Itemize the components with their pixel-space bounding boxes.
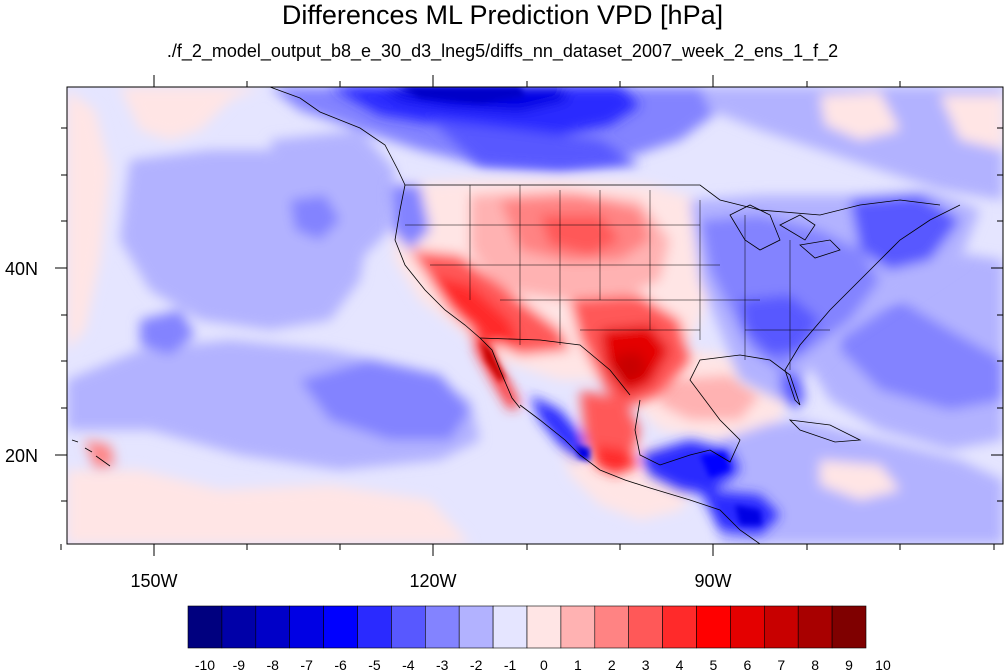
y-tick-label: 20N [5,446,38,466]
colorbar-label: 9 [845,657,853,672]
pacific-mid-blue [300,360,470,440]
east-us-strong [740,295,820,355]
colorbar-swatch [357,605,392,649]
colorbar-label: -8 [267,657,280,672]
x-tick-label: 120W [409,571,456,591]
gulf-coast-dark [575,445,590,462]
northeast-blue [850,195,960,270]
colorbar-label: -4 [402,657,415,672]
colorbar-swatch [323,605,358,649]
colorbar-swatch [831,605,867,649]
canada-blue-core [430,120,640,170]
colorbar-label: -10 [195,657,215,672]
colorbar-swatch [289,605,324,649]
southwest-deep [430,275,520,345]
colorbar-swatch [221,605,257,649]
colorbar-label: 4 [676,657,684,672]
coast-darkest-red [480,340,505,382]
pacific-blue-north [270,130,395,260]
colorbar-swatch [424,605,460,649]
hawaii-islands [71,439,111,467]
figure-subtitle: ./f_2_model_output_b8_e_30_d3_lneg5/diff… [166,41,839,61]
colorbar-label: -5 [368,657,381,672]
yucatan-dark [700,452,730,478]
colorbar-swatch [187,605,223,649]
pacific-spot-1 [290,195,340,240]
colorbar-swatch [730,605,765,649]
colorbar-swatch [662,605,697,649]
boundaries [71,87,961,544]
state-lines [405,185,830,370]
north-darkest [400,87,525,103]
pacific-spot-2 [140,310,195,355]
colorbar-label: 5 [710,657,718,672]
colorbar-swatch [526,605,562,649]
gulf-coastline [634,204,961,466]
colorbar-swatch [492,605,528,649]
colorbar-swatch [797,605,833,649]
axis-ticks [55,75,1003,556]
ocean-anomalies [67,87,1003,544]
colorbar: -10 -9 -8 -7 -6 -5 -4 -3 -2 -1 0 1 2 3 4 5 6 7 8 9 10 [187,605,891,672]
hawaii-pink [85,440,115,468]
colorbar-label: 8 [811,657,819,672]
colorbar-label: 0 [540,657,548,672]
colorbar-swatch [458,605,494,649]
mexico-deep [595,445,640,475]
colorbar-label: 2 [608,657,616,672]
colorbar-swatch [391,605,426,649]
central-dark [735,505,762,525]
colorbar-label: -7 [300,657,313,672]
colorbar-label: -6 [334,657,347,672]
pacific-pink-band [67,87,260,140]
colorbar-label: 10 [875,657,891,672]
texas-darkest [615,352,648,385]
colorbar-swatch [696,605,731,649]
colorbar-swatch [628,605,663,649]
x-tick-labels: 150W 120W 90W [130,571,731,591]
north-pink-patch [820,92,900,140]
figure-title: Differences ML Prediction VPD [hPa] [281,0,724,30]
colorbar-label: -2 [470,657,483,672]
contour-field [67,87,1003,544]
south-pacific-pink [67,470,470,544]
colorbar-label: 1 [574,657,582,672]
atlantic-mid-blue [830,300,1003,410]
mexico-west-blue [530,395,585,460]
colorbar-label: -3 [436,657,449,672]
north-east-light-blue [700,87,1003,200]
northeast-pink [940,95,1003,150]
colorbar-label: -1 [504,657,517,672]
y-tick-labels: 40N 20N [5,259,38,466]
x-tick-label: 90W [694,571,731,591]
y-tick-label: 40N [5,259,38,279]
pacific-pink-west [67,90,110,350]
colorbar-swatch [594,605,629,649]
pacific-coastline [269,87,521,409]
caribbean-pink [820,460,900,500]
us-canada-border [405,184,941,216]
colorbar-label: 7 [777,657,785,672]
mexico-west-coast [519,404,761,544]
colorbar-swatch [763,605,799,649]
colorbar-label: 3 [642,657,650,672]
colorbar-swatch [255,605,291,649]
cuba [788,419,862,443]
colorbar-swatch [560,605,596,649]
colorbar-label: -9 [233,657,246,672]
gulf-mid-pink [660,375,760,420]
colorbar-label: 6 [743,657,751,672]
pnw-blue [390,185,430,250]
x-tick-label: 150W [130,571,177,591]
fine-detail [400,87,762,525]
